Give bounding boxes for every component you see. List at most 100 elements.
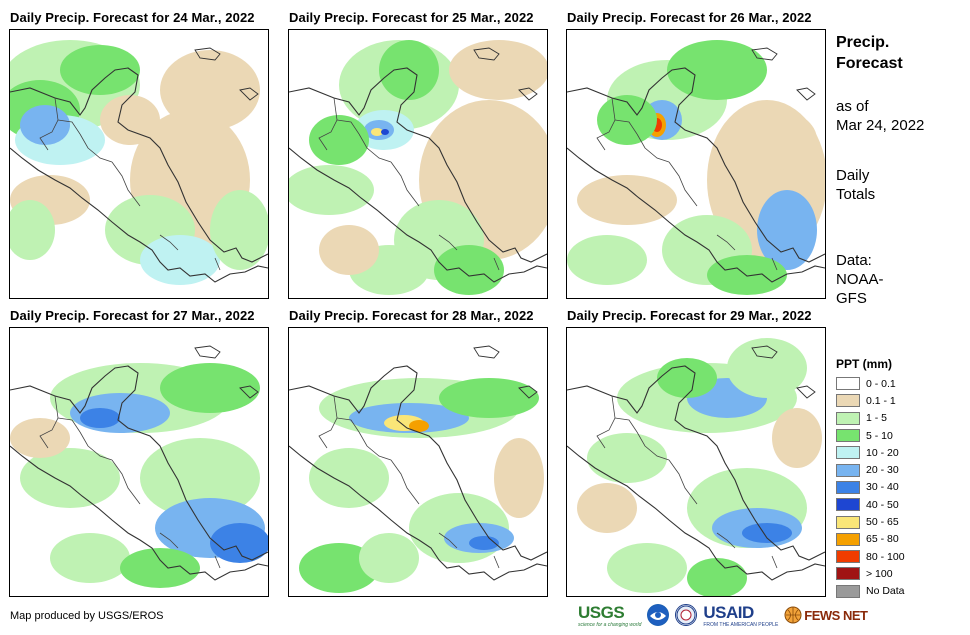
country-border — [438, 532, 458, 549]
country-border — [716, 234, 736, 251]
legend-swatch — [836, 377, 860, 391]
precip-area — [289, 165, 374, 215]
country-border — [111, 161, 141, 207]
precip-area — [140, 235, 220, 285]
noaa-logo — [647, 604, 670, 626]
country-border — [358, 431, 392, 461]
precip-area — [707, 255, 787, 295]
sidebar-daily-line1: Daily — [836, 167, 870, 184]
country-border — [336, 119, 360, 135]
coastline — [10, 365, 268, 561]
precip-area — [210, 190, 268, 270]
country-border — [771, 555, 778, 569]
island-outline — [518, 385, 538, 399]
fewsnet-globe-icon — [784, 606, 802, 624]
precip-area — [10, 200, 55, 260]
legend-label: 0 - 0.1 — [866, 377, 896, 390]
precip-area — [409, 420, 429, 432]
precip-area — [434, 245, 504, 295]
country-border — [159, 234, 179, 251]
usaid-logo-text: USAID — [703, 602, 754, 622]
map-svg-5 — [289, 345, 547, 593]
legend-item: 20 - 30 — [836, 461, 905, 478]
legend-item: 40 - 50 — [836, 496, 905, 513]
legend-label: 5 - 10 — [866, 429, 893, 442]
coastline — [567, 147, 825, 283]
precip-area — [687, 558, 747, 596]
legend-swatch — [836, 480, 860, 494]
country-border — [438, 234, 458, 251]
precip-area — [439, 378, 539, 418]
island-outline — [473, 47, 500, 61]
sidebar-asof-line2: Mar 24, 2022 — [836, 117, 925, 134]
coastline — [567, 445, 825, 581]
sidebar-title-line1: Precip. — [836, 34, 890, 51]
legend-swatch — [836, 567, 860, 581]
coastline — [289, 365, 547, 561]
map-panel-5 — [288, 327, 548, 597]
map-svg-6 — [567, 338, 825, 596]
legend-label: 1 - 5 — [866, 412, 888, 425]
usaid-logo: USAID FROM THE AMERICAN PEOPLE — [703, 603, 778, 628]
legend-swatch — [836, 463, 860, 477]
coastline — [10, 147, 268, 283]
noaa-emblem-icon — [648, 605, 669, 625]
legend-swatch — [836, 584, 860, 598]
island-outline — [194, 47, 221, 61]
legend-swatch — [836, 515, 860, 529]
legend-item: > 100 — [836, 565, 905, 582]
seal-icon — [676, 605, 696, 625]
precip-area — [20, 448, 120, 508]
legend-item: 30 - 40 — [836, 479, 905, 496]
country-border — [493, 257, 500, 271]
precip-area — [309, 115, 369, 165]
island-outline — [239, 385, 259, 399]
country-border — [493, 555, 500, 569]
country-border — [668, 161, 698, 207]
legend-item: No Data — [836, 583, 905, 600]
legend-items: 0 - 0.1 0.1 - 1 1 - 5 5 - 10 10 - 20 20 … — [836, 375, 905, 600]
precip-area — [100, 95, 160, 145]
map-panel-4 — [9, 327, 269, 597]
sidebar-asof: as of Mar 24, 2022 — [836, 97, 924, 135]
map-panel-6 — [566, 327, 826, 597]
precip-area — [577, 175, 677, 225]
precip-area — [80, 408, 120, 428]
legend-item: 0.1 - 1 — [836, 392, 905, 409]
legend-label: 10 - 20 — [866, 446, 899, 459]
country-border — [57, 417, 81, 433]
precip-area — [737, 110, 817, 170]
doi-logo — [675, 604, 698, 626]
precip-area — [210, 523, 268, 563]
coastline — [289, 67, 547, 263]
precip-area — [772, 408, 822, 468]
legend-label: 20 - 30 — [866, 464, 899, 477]
country-border — [39, 97, 59, 151]
legend-label: 65 - 80 — [866, 533, 899, 546]
precip-area — [494, 438, 544, 518]
precip-area — [50, 533, 130, 583]
precip-area — [60, 45, 140, 95]
legend-item: 80 - 100 — [836, 548, 905, 565]
precip-area — [10, 418, 70, 458]
legend-label: 50 - 65 — [866, 516, 899, 529]
island-outline — [751, 47, 778, 61]
map-credit: Map produced by USGS/EROS — [10, 610, 164, 622]
legend-item: 65 - 80 — [836, 531, 905, 548]
map-panel-2 — [288, 29, 548, 299]
legend-title: PPT (mm) — [836, 357, 893, 371]
precip-area — [757, 190, 817, 270]
panel-title-2: Daily Precip. Forecast for 25 Mar., 2022 — [289, 10, 534, 25]
legend-label: 80 - 100 — [866, 550, 905, 563]
map-svg-4 — [10, 345, 268, 588]
precip-area — [577, 483, 637, 533]
island-outline — [239, 87, 259, 101]
country-border — [358, 133, 392, 163]
legend-swatch — [836, 550, 860, 564]
panel-title-1: Daily Precip. Forecast for 24 Mar., 2022 — [10, 10, 255, 25]
sidebar-data-line3: GFS — [836, 290, 867, 307]
coastline — [10, 67, 268, 263]
country-border — [636, 133, 670, 163]
panel-title-4: Daily Precip. Forecast for 27 Mar., 2022 — [10, 308, 255, 323]
country-border — [111, 459, 141, 505]
